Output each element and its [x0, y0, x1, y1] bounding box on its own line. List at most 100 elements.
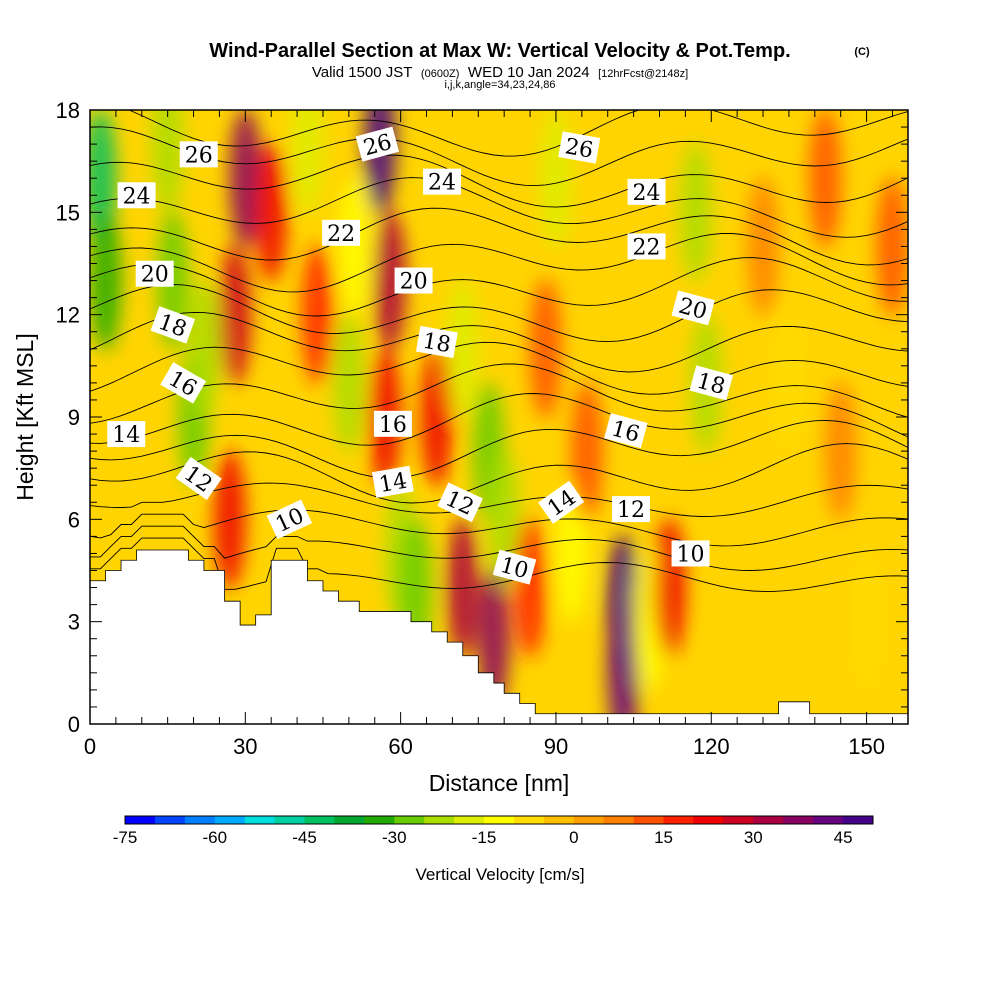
- velocity-cell-29: [571, 381, 604, 522]
- velocity-cell-39: [850, 551, 883, 692]
- velocity-cell-25: [514, 517, 547, 658]
- x-axis: 0 30 60 90 120 150: [84, 110, 893, 759]
- velocity-cell-9: [255, 142, 288, 283]
- colorbar-swatch: [783, 816, 814, 824]
- velocity-cell-26: [529, 278, 562, 419]
- colorbar-frame: [124, 815, 874, 825]
- velocity-cell-40: [824, 381, 857, 522]
- contour-label-bg: [135, 260, 174, 287]
- isentrope-16: [90, 393, 908, 446]
- colorbar-tick-label: -75: [113, 828, 138, 847]
- colorbar-tick-label: 30: [744, 828, 763, 847]
- colorbar-title: Vertical Velocity [cm/s]: [415, 865, 584, 884]
- x-axis-label: Distance [nm]: [429, 770, 570, 796]
- contour-label-text: 10: [677, 542, 705, 567]
- colorbar-swatch: [633, 816, 665, 824]
- contour-label-text: 14: [377, 469, 409, 498]
- y-tick-label: 9: [68, 405, 80, 430]
- contour-label-text: 14: [112, 423, 140, 448]
- contour-label-bg: [671, 290, 715, 326]
- contour-label-bg: [415, 325, 458, 359]
- y-tick-label: 3: [68, 610, 80, 635]
- colorbar-swatch: [454, 816, 485, 824]
- velocity-cell-33: [653, 517, 686, 658]
- isentrope-26: [90, 126, 908, 187]
- contour-label-bg: [604, 413, 648, 449]
- contour-label-11: 20: [394, 267, 433, 295]
- contour-label-text: 26: [563, 134, 595, 163]
- velocity-cell-10: [291, 110, 324, 215]
- contour-label-text: 26: [185, 143, 213, 168]
- contour-label-19: 22: [627, 233, 666, 260]
- contour-label-bg: [492, 549, 537, 585]
- velocity-cell-2: [151, 110, 184, 215]
- contour-label-18: 24: [627, 178, 666, 206]
- colorbar-swatch: [424, 816, 455, 824]
- y-tick-label: 0: [68, 712, 80, 737]
- colorbar-swatch: [603, 816, 635, 824]
- isentrope-14: [90, 443, 908, 504]
- y-tick-label: 18: [56, 98, 80, 123]
- contour-label-bg: [612, 496, 651, 523]
- contour-label-text: 24: [633, 181, 661, 206]
- contour-label-0: 26: [179, 141, 218, 168]
- velocity-cell-19: [420, 347, 453, 487]
- valid-time-line: Valid 1500 JST (0600Z) WED 10 Jan 2024 […: [312, 64, 688, 81]
- colorbar-swatch: [214, 816, 246, 824]
- contour-label-22: 16: [604, 413, 648, 449]
- isentrope-10: [90, 537, 908, 592]
- y-axis-label: Height [Kft MSL]: [12, 333, 38, 500]
- isentrope-23: [90, 207, 908, 266]
- velocity-cell-7: [218, 244, 251, 385]
- velocity-cell-8: [213, 449, 246, 590]
- velocity-cell-11: [301, 244, 334, 385]
- valid-utc: (0600Z): [421, 68, 460, 80]
- isentrope-12: [90, 509, 908, 547]
- contour-label-bg: [627, 178, 666, 205]
- contour-label-24: 12: [612, 496, 651, 523]
- contour-label-20: 20: [671, 290, 715, 326]
- x-tick-label: 0: [84, 734, 96, 759]
- isentrope-20: [90, 284, 908, 343]
- contour-label-text: 18: [421, 329, 453, 358]
- velocity-cell-12: [332, 312, 365, 453]
- contour-label-14: 14: [371, 465, 414, 498]
- colorbar-tick-label: -60: [202, 828, 227, 847]
- contour-label-text: 12: [617, 498, 645, 523]
- contour-label-bg: [538, 480, 585, 524]
- contour-label-bg: [671, 540, 710, 567]
- isentrope-21: [90, 257, 908, 317]
- valid-prefix: Valid 1500 JST: [312, 64, 413, 81]
- colorbar-swatch: [334, 816, 365, 824]
- colorbar-swatch: [753, 816, 784, 824]
- velocity-field: [90, 110, 908, 724]
- contour-label-bg: [394, 267, 433, 294]
- velocity-cell-34: [679, 142, 712, 283]
- colorbar-swatch: [513, 816, 545, 824]
- contour-label-text: 20: [141, 263, 169, 288]
- colorbar-swatch: [843, 816, 874, 824]
- colorbar-swatch: [663, 816, 694, 824]
- contour-label-bg: [689, 365, 733, 401]
- colorbar-swatch: [244, 816, 276, 824]
- velocity-cell-1: [90, 210, 122, 351]
- isentrope-13: [90, 482, 908, 517]
- contour-label-bg: [373, 410, 412, 437]
- colorbar-swatch: [274, 816, 306, 824]
- colorbar-swatch: [304, 816, 335, 824]
- colorbar-swatch: [364, 816, 395, 824]
- isentrope-22: [90, 233, 908, 293]
- contour-label-bg: [558, 131, 601, 164]
- colorbar: -75 -60 -45 -30 -15 0 15 30 45: [113, 815, 874, 847]
- y-tick-label: 12: [56, 303, 80, 328]
- contour-label-bg: [117, 182, 156, 209]
- colorbar-swatch: [723, 816, 754, 824]
- forecast-info: [12hrFcst@2148z]: [598, 68, 688, 80]
- velocity-cell-13: [338, 176, 371, 317]
- velocity-cell-23: [446, 517, 479, 658]
- contour-label-9: 24: [423, 168, 462, 196]
- velocity-cell-37: [772, 312, 805, 453]
- velocity-cell-27: [539, 110, 572, 249]
- y-tick-label: 6: [68, 507, 80, 532]
- contour-label-17: 26: [558, 131, 601, 164]
